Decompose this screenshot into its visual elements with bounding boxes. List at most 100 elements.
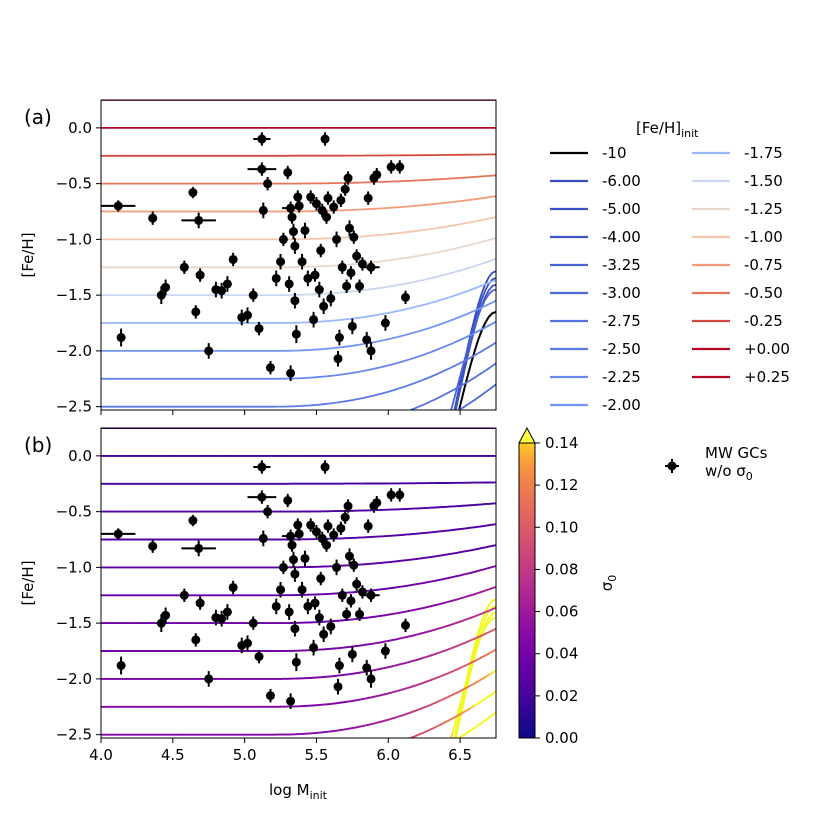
- track-segment-b: [345, 783, 349, 784]
- gc-point-a-42: [309, 311, 319, 328]
- gc-marker: [346, 596, 356, 606]
- legend-item-14: -0.75: [692, 256, 783, 274]
- gc-point-b-56: [334, 657, 344, 674]
- track-line-a-15: [101, 174, 496, 185]
- gc-marker: [347, 649, 357, 659]
- cb-tick-label-0: 0.00: [545, 729, 578, 747]
- track-line-a-7: [101, 341, 496, 408]
- gc-marker: [300, 553, 310, 563]
- track-segment-b: [413, 761, 417, 763]
- track-line-b-10: [101, 606, 496, 652]
- gc-point-b-25: [276, 581, 286, 598]
- track-segment-b: [388, 771, 392, 772]
- gc-point-a-33: [290, 238, 300, 254]
- track-segment-b: [439, 799, 443, 813]
- gc-marker: [310, 270, 320, 280]
- gc-point-a-1: [116, 328, 126, 347]
- track-segment-b: [407, 737, 411, 738]
- legend-item-9: -2.00: [550, 396, 641, 414]
- gc-point-a-31: [287, 210, 297, 224]
- gc-marker: [362, 663, 372, 673]
- colorbar: 0.00 0.02 0.04 0.06 0.08 0.10 0.12 0.14 σ0: [518, 426, 619, 747]
- gc-marker: [222, 607, 232, 617]
- gc-marker: [294, 201, 304, 211]
- ytick-label-b-1: −0.5: [56, 503, 92, 521]
- track-segment-b: [324, 787, 328, 788]
- track-segment-b: [417, 817, 421, 818]
- track-segment-b: [473, 632, 479, 648]
- gc-point-b-18: [254, 649, 264, 664]
- gc-point-a-5: [179, 260, 189, 274]
- gc-marker: [320, 134, 330, 144]
- track-line-a-5: [457, 383, 496, 410]
- gc-marker: [148, 541, 158, 551]
- gc-marker: [271, 273, 281, 283]
- gc-point-a-44: [311, 197, 321, 211]
- gc-point-b-51: [323, 519, 333, 533]
- legend-label: -3.25: [602, 256, 641, 274]
- gc-marker: [334, 661, 344, 671]
- panel-b-lines: [101, 428, 496, 818]
- gc-point-a-16: [243, 307, 253, 324]
- gc-point-a-50: [322, 210, 332, 224]
- gc-marker: [263, 179, 273, 189]
- gc-marker: [322, 540, 332, 550]
- ytick-label-a-2: −1.0: [56, 230, 92, 248]
- gc-marker: [257, 462, 267, 472]
- gc-marker: [380, 318, 390, 328]
- gc-marker: [254, 324, 264, 334]
- gc-point-a-28: [284, 276, 294, 292]
- cb-tick-label-1: 0.02: [545, 687, 578, 705]
- gc-marker: [161, 282, 171, 292]
- xtick-label-b-3: 5.5: [305, 746, 329, 764]
- track-segment-b: [491, 648, 496, 653]
- gc-point-a-74: [372, 168, 382, 182]
- gc-point-a-9: [195, 268, 205, 282]
- gc-marker: [342, 281, 352, 291]
- gc-marker: [337, 262, 347, 272]
- track-segment-b: [480, 626, 487, 637]
- track-segment-b: [399, 767, 403, 768]
- gc-marker: [179, 262, 189, 272]
- track-segment-b: [455, 717, 462, 736]
- gc-point-a-53: [329, 200, 339, 214]
- gc-point-b-49: [320, 460, 330, 474]
- panel-a-ticks: 0.0 −0.5 −1.0 −1.5 −2.0 −2.5: [56, 119, 461, 416]
- gc-marker: [156, 290, 166, 300]
- track-segment-b: [469, 645, 476, 662]
- gc-point-a-48: [319, 298, 329, 315]
- xtick-label-b-4: 6.0: [376, 746, 400, 764]
- gc-point-a-8: [181, 212, 216, 229]
- colorbar-gradient: [519, 443, 535, 738]
- legend-item-13: -1.00: [692, 228, 783, 246]
- gc-point-a-22: [263, 176, 273, 191]
- gc-marker: [286, 368, 296, 378]
- gc-marker: [395, 162, 405, 172]
- gc-marker: [297, 585, 307, 595]
- legend-label: -5.00: [602, 200, 641, 218]
- track-segment-b: [378, 775, 382, 776]
- gc-marker: [254, 652, 264, 662]
- gc-legend-marker: [667, 461, 677, 471]
- gc-marker: [294, 529, 304, 539]
- ytick-label-a-0: 0.0: [68, 119, 92, 137]
- gc-marker: [228, 254, 238, 264]
- gc-marker: [303, 601, 313, 611]
- legend-label: -6.00: [602, 172, 641, 190]
- gc-point-b-40: [303, 598, 313, 615]
- gc-point-a-70: [363, 191, 373, 205]
- panel-b-ylabel: [Fe/H]: [19, 560, 37, 605]
- gc-point-b-32: [288, 551, 298, 568]
- xtick-label-b-1: 4.5: [161, 746, 185, 764]
- gc-point-b-59: [340, 510, 350, 524]
- gc-point-b-22: [263, 504, 273, 519]
- gc-marker: [283, 167, 293, 177]
- track-line-b-5: [324, 711, 496, 788]
- gc-point-b-65: [349, 558, 359, 572]
- gc-point-a-62: [344, 220, 354, 237]
- gc-marker: [340, 184, 350, 194]
- track-line-a-6: [408, 362, 496, 410]
- track-segment-b: [421, 814, 425, 818]
- gc-point-a-56: [334, 329, 344, 346]
- gc-marker: [257, 134, 267, 144]
